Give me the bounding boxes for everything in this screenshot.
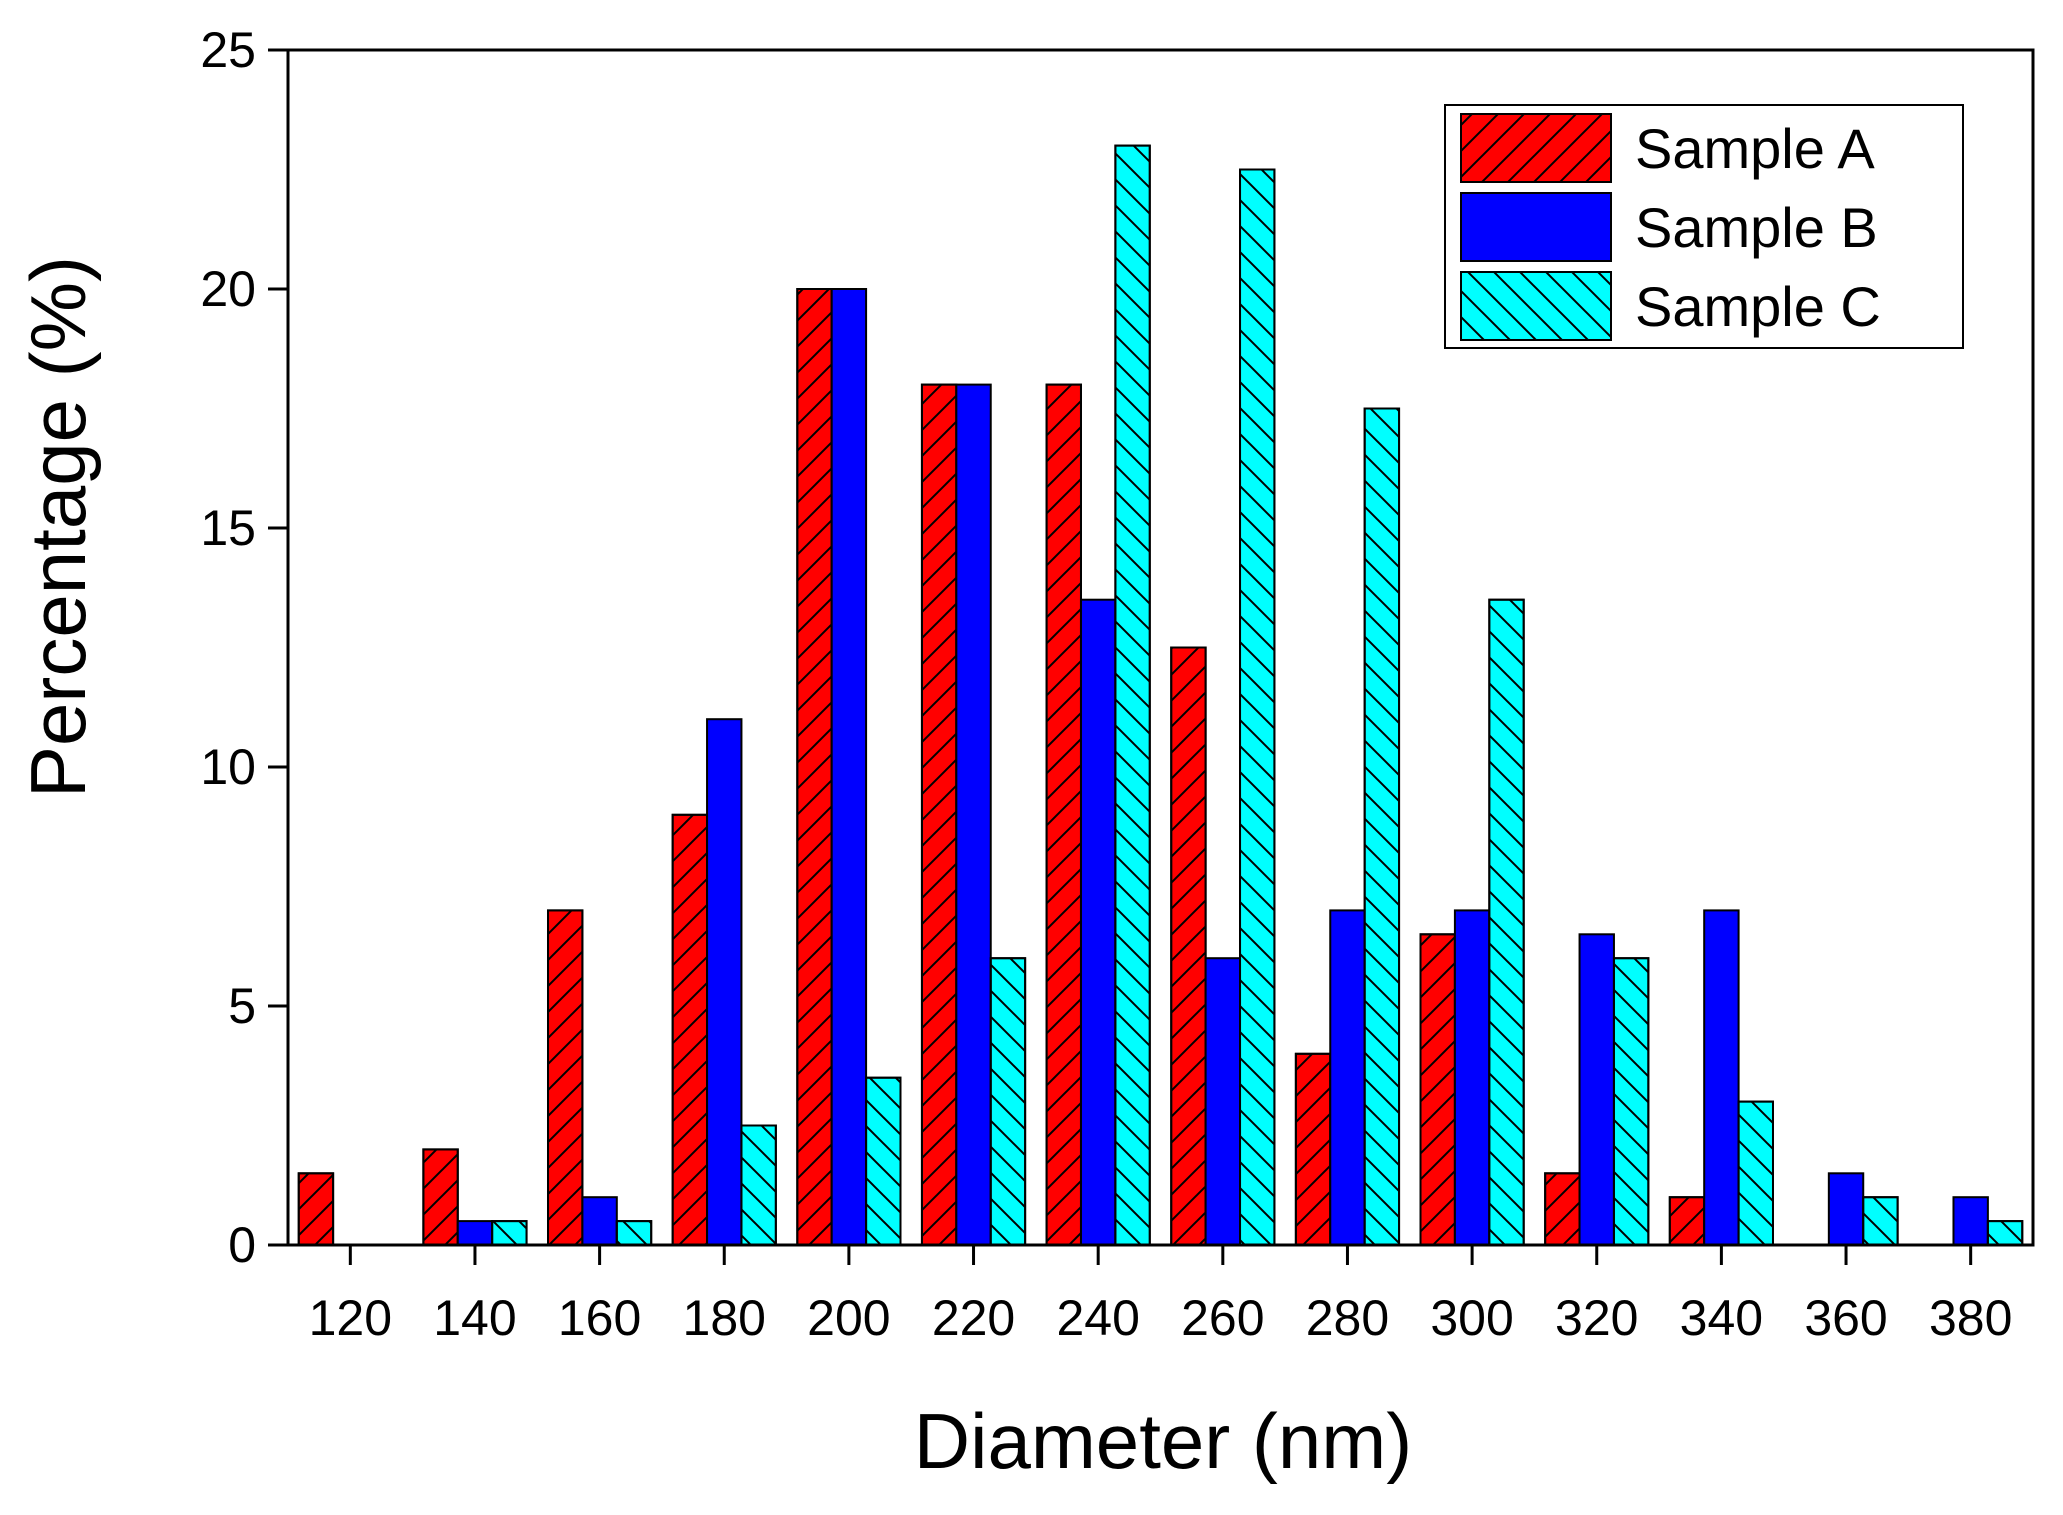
bar-sample-c-380-hatch (1986, 1220, 2024, 1246)
x-tick-label: 140 (433, 1290, 516, 1346)
bar-sample-c-280-hatch (1363, 407, 1401, 1246)
legend-item-sample-a: Sample A (1460, 113, 1875, 183)
legend-swatch-sample-a-hatch (1460, 113, 1612, 183)
bar-sample-c-160-hatch (615, 1220, 653, 1246)
bar-sample-c-300-hatch (1488, 598, 1525, 1246)
y-tick-label: 0 (228, 1217, 256, 1273)
x-tick-label: 220 (932, 1290, 1015, 1346)
bars-layer (297, 144, 2024, 1247)
y-axis-label: Percentage (%) (14, 256, 102, 798)
bar-sample-b-380 (1952, 1196, 1989, 1246)
y-tick-label: 10 (200, 739, 256, 795)
x-axis: 120 140 160 180 200 220 240 260 280 300 320 340 360 3… (309, 1245, 2012, 1346)
legend-swatch-sample-c-hatch (1460, 271, 1612, 341)
x-tick-label: 260 (1181, 1290, 1264, 1346)
legend-label-sample-c: Sample C (1635, 275, 1881, 338)
x-tick-label: 240 (1056, 1290, 1139, 1346)
bar-sample-a-300-hatch (1419, 933, 1456, 1246)
bar-sample-b-140 (456, 1220, 494, 1246)
x-tick-label: 120 (309, 1290, 392, 1346)
x-tick-label: 180 (683, 1290, 766, 1346)
bar-sample-b-240 (1079, 598, 1117, 1246)
y-axis: 0 5 10 15 20 25 (200, 22, 288, 1273)
y-tick-label: 25 (200, 22, 256, 78)
x-axis-label: Diameter (nm) (914, 1397, 1412, 1485)
bar-sample-c-340-hatch (1737, 1100, 1774, 1246)
legend-swatch-sample-b (1460, 192, 1612, 262)
bar-sample-b-280 (1329, 909, 1366, 1247)
legend-label-sample-b: Sample B (1635, 196, 1878, 259)
legend: Sample A Sample B Sample C (1444, 104, 1964, 349)
legend-item-sample-c: Sample C (1460, 271, 1881, 341)
x-tick-label: 160 (558, 1290, 641, 1346)
y-tick-label: 20 (200, 261, 256, 317)
bar-sample-c-180-hatch (740, 1124, 777, 1246)
bar-sample-b-340 (1703, 909, 1740, 1247)
x-tick-label: 340 (1680, 1290, 1763, 1346)
bar-sample-b-200 (830, 288, 868, 1246)
bar-sample-c-240-hatch (1114, 144, 1151, 1247)
bar-sample-b-300 (1453, 909, 1491, 1247)
bar-sample-b-360 (1827, 1172, 1865, 1247)
bar-sample-a-120-hatch (297, 1172, 335, 1247)
bar-sample-b-160 (581, 1196, 618, 1246)
bar-sample-a-340-hatch (1668, 1196, 1706, 1246)
x-tick-label: 380 (1929, 1290, 2012, 1346)
plot-frame (286, 48, 2035, 1247)
bar-sample-a-160-hatch (547, 909, 584, 1247)
bar-sample-c-360-hatch (1862, 1196, 1899, 1246)
y-tick-label: 15 (200, 500, 256, 556)
bar-sample-c-260-hatch (1239, 168, 1276, 1246)
bar-sample-b-220 (955, 383, 992, 1247)
legend-label-sample-a: Sample A (1635, 117, 1875, 180)
bar-sample-c-200-hatch (865, 1076, 902, 1246)
bar-sample-a-320-hatch (1544, 1172, 1581, 1247)
bar-sample-c-140-hatch (491, 1220, 528, 1246)
bar-sample-a-140-hatch (422, 1148, 459, 1247)
legend-item-sample-b: Sample B (1460, 192, 1878, 262)
x-tick-label: 360 (1804, 1290, 1887, 1346)
x-tick-label: 300 (1430, 1290, 1513, 1346)
x-tick-label: 200 (807, 1290, 890, 1346)
y-tick-label: 5 (228, 978, 256, 1034)
bar-sample-a-200-hatch (796, 288, 833, 1246)
bar-sample-b-260 (1204, 957, 1242, 1246)
bar-sample-a-280-hatch (1294, 1052, 1332, 1247)
bar-sample-a-180-hatch (671, 813, 709, 1246)
bar-sample-b-180 (706, 718, 743, 1246)
x-tick-label: 320 (1555, 1290, 1638, 1346)
bar-sample-c-220-hatch (989, 957, 1027, 1246)
bar-sample-c-320-hatch (1612, 957, 1650, 1246)
bar-sample-b-320 (1578, 933, 1615, 1246)
x-tick-label: 280 (1306, 1290, 1389, 1346)
bar-sample-a-220-hatch (920, 383, 958, 1247)
bar-sample-a-240-hatch (1045, 383, 1082, 1247)
bar-sample-a-260-hatch (1170, 646, 1207, 1246)
